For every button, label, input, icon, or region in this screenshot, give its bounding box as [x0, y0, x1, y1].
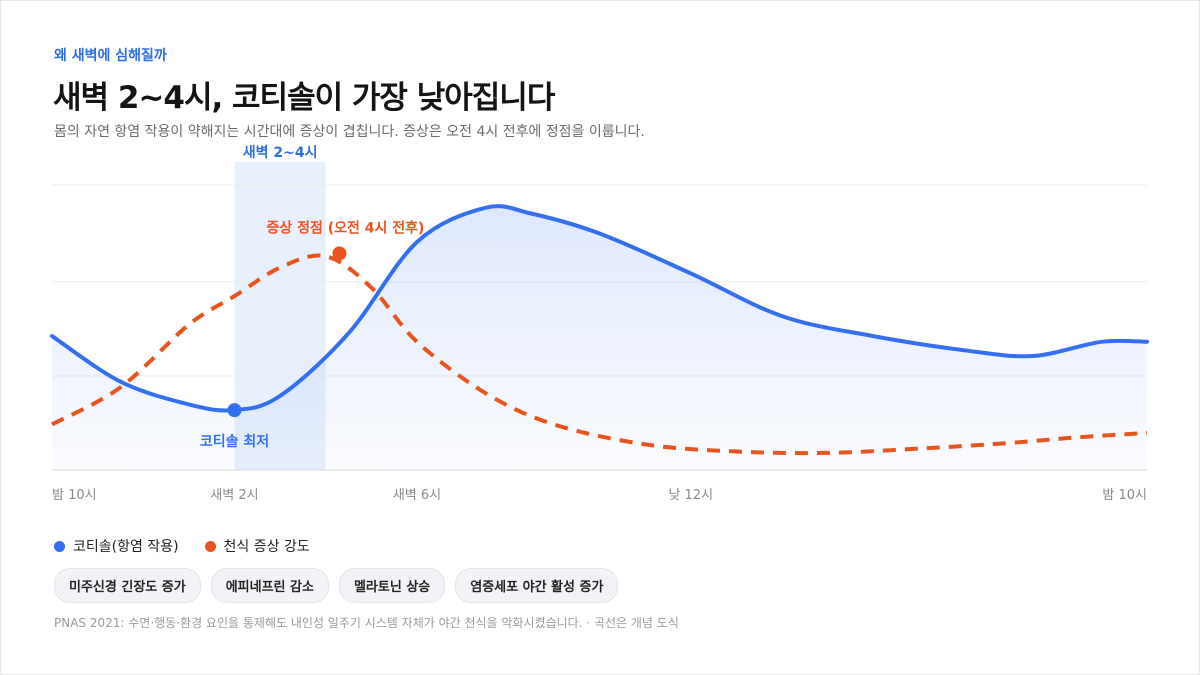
- highlight-band-label: 새벽 2~4시: [243, 144, 318, 161]
- symptom-peak-label: 증상 정점 (오전 4시 전후): [266, 219, 424, 236]
- series-area-cortisol: [52, 206, 1147, 471]
- chip-vagal-tone: 미주신경 긴장도 증가: [54, 568, 201, 603]
- legend-dot-symptom: [204, 540, 216, 552]
- symptom-peak-marker: [332, 246, 347, 261]
- legend-item-cortisol: 코티솔(항염 작용): [54, 536, 179, 556]
- x-tick-label: 새벽 2시: [210, 488, 258, 503]
- chip-inflammatory-cells: 염증세포 야간 활성 증가: [455, 568, 619, 603]
- x-tick-label: 낮 12시: [668, 488, 713, 503]
- x-tick-label: 새벽 6시: [393, 488, 441, 503]
- cortisol-low-label: 코티솔 최저: [200, 434, 269, 450]
- factor-chips: 미주신경 긴장도 증가 에피네프린 감소 멜라토닌 상승 염증세포 야간 활성 …: [54, 568, 619, 603]
- series-line-cortisol: [50, 204, 1149, 413]
- eyebrow-label: 왜 새벽에 심해질까: [54, 48, 167, 64]
- chip-epinephrine: 에피네프린 감소: [210, 568, 329, 603]
- footnote: PNAS 2021: 수면·행동·환경 요인을 통제해도 내인성 일주기 시스템…: [54, 616, 679, 630]
- series-line-symptom: [51, 253, 1148, 456]
- x-tick-label: 밤 10시: [1102, 488, 1147, 503]
- legend-item-symptom: 천식 증상 강도: [204, 536, 310, 556]
- cortisol-low-marker: [227, 403, 242, 418]
- page-title: 새벽 2~4시, 코티솔이 가장 낮아집니다: [53, 80, 555, 116]
- chip-melatonin: 멜라토닌 상승: [338, 568, 446, 603]
- legend: 코티솔(항염 작용) 천식 증상 강도: [54, 536, 310, 556]
- legend-dot-cortisol: [54, 540, 65, 552]
- page-subtitle: 몸의 자연 항염 작용이 약해지는 시간대에 증상이 겹칩니다. 증상은 오전 …: [54, 124, 645, 140]
- legend-label-cortisol: 코티솔(항염 작용): [73, 539, 179, 555]
- x-tick-label: 밤 10시: [52, 488, 97, 503]
- legend-label-symptom: 천식 증상 강도: [223, 539, 310, 555]
